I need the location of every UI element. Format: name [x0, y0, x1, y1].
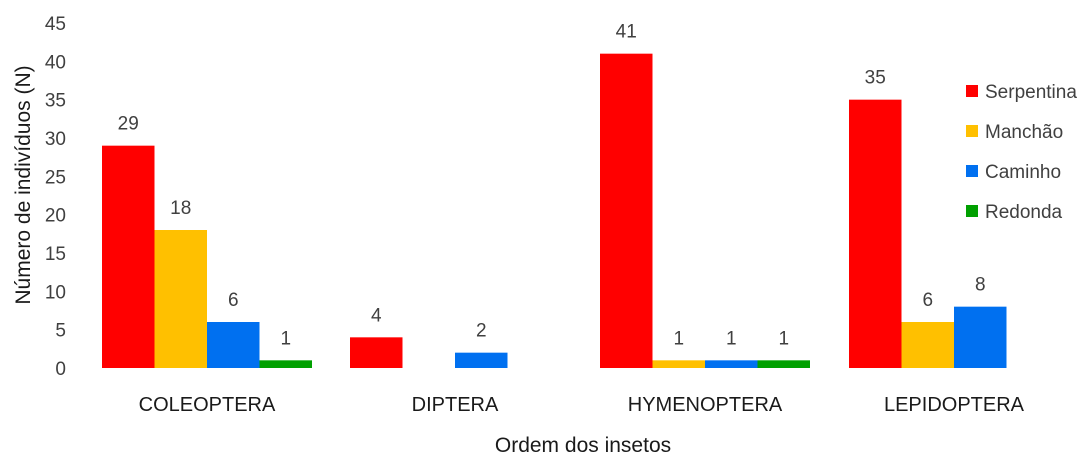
- legend-swatch: [966, 85, 978, 97]
- y-tick-label: 20: [45, 206, 66, 227]
- category-label: LEPIDOPTERA: [884, 394, 1025, 416]
- y-tick-label: 35: [45, 91, 66, 112]
- bar: [600, 53, 653, 369]
- data-labels: 29 18 6 1 4 2 41 1 1 1 35 6 8: [118, 22, 986, 350]
- y-tick-label: 0: [55, 359, 66, 380]
- data-label: 18: [170, 198, 191, 219]
- legend-label: Redonda: [985, 202, 1063, 223]
- y-tick-label: 30: [45, 129, 66, 150]
- legend-label: Serpentina: [985, 82, 1077, 103]
- bar: [207, 322, 260, 368]
- category-label: HYMENOPTERA: [628, 394, 783, 416]
- bar: [154, 230, 207, 368]
- bar: [954, 306, 1007, 368]
- data-label: 29: [118, 114, 139, 135]
- x-axis-title: Ordem dos insetos: [495, 434, 671, 457]
- legend-swatch: [966, 165, 978, 177]
- y-tick-label: 15: [45, 244, 66, 265]
- bar: [652, 360, 705, 368]
- y-tick-label: 5: [55, 321, 66, 342]
- y-tick-label: 45: [45, 14, 66, 35]
- bar: [455, 352, 508, 368]
- y-tick-label: 25: [45, 167, 66, 188]
- legend-swatch: [966, 125, 978, 137]
- data-label: 1: [726, 328, 737, 349]
- bar: [901, 322, 954, 368]
- bars: [102, 53, 1007, 369]
- legend-swatch: [966, 205, 978, 217]
- legend: Serpentina Manchão Caminho Redonda: [966, 82, 1077, 223]
- bar: [350, 337, 403, 368]
- bar: [705, 360, 758, 368]
- bar: [102, 145, 155, 368]
- data-label: 41: [616, 22, 637, 43]
- data-label: 6: [228, 290, 239, 311]
- y-tick-label: 10: [45, 282, 66, 303]
- data-label: 2: [476, 321, 487, 342]
- data-label: 1: [280, 328, 291, 349]
- data-label: 1: [673, 328, 684, 349]
- category-labels: COLEOPTERA DIPTERA HYMENOPTERA LEPIDOPTERA: [139, 394, 1025, 416]
- data-label: 35: [865, 68, 886, 89]
- data-label: 8: [975, 275, 986, 296]
- data-label: 6: [922, 290, 933, 311]
- data-label: 1: [778, 328, 789, 349]
- y-axis-ticks: 0 5 10 15 20 25 30 35 40 45: [45, 14, 66, 380]
- bar: [849, 99, 902, 369]
- legend-label: Manchão: [985, 122, 1063, 143]
- y-axis-title: Número de indivíduos (N): [12, 65, 35, 304]
- y-tick-label: 40: [45, 52, 66, 73]
- data-label: 4: [371, 305, 382, 326]
- bar: [757, 360, 810, 368]
- category-label: COLEOPTERA: [139, 394, 276, 416]
- category-label: DIPTERA: [412, 394, 499, 416]
- bar: [259, 360, 312, 368]
- legend-label: Caminho: [985, 162, 1061, 183]
